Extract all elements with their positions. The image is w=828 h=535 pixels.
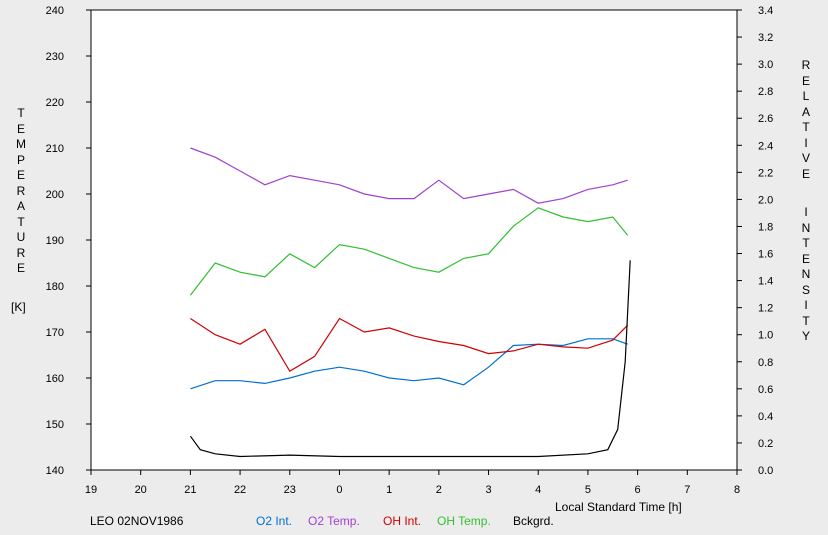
series-line-oh-temp [189, 207, 629, 296]
x-tick-label: 8 [734, 484, 740, 496]
y-right-tick-label: 0.8 [758, 357, 773, 369]
y-left-tick-label: 180 [46, 281, 64, 293]
y-left-tick-label: 190 [46, 235, 64, 247]
series-line-oh-int [190, 317, 629, 373]
y-right-tick-label: 1.8 [758, 221, 773, 233]
y-right-tick-label: 2.0 [758, 194, 773, 206]
x-tick-label: 20 [135, 484, 147, 496]
x-tick-label: 3 [485, 484, 491, 496]
x-tick-label: 0 [336, 484, 342, 496]
series-line-bckgrd [189, 260, 631, 458]
y-right-tick-label: 0.2 [758, 438, 773, 450]
y-left-tick-label: 150 [46, 419, 64, 431]
x-tick-label: 23 [284, 484, 296, 496]
y-left-tick-label: 170 [46, 327, 64, 339]
y-right-tick-label: 1.2 [758, 303, 773, 315]
series-layer [189, 147, 631, 458]
x-tick-label: 21 [184, 484, 196, 496]
legend-oh-int: OH Int. [383, 514, 422, 528]
y-left-tick-label: 160 [46, 373, 64, 385]
x-tick-label: 1 [386, 484, 392, 496]
footer-text: LEO 02NOV1986 [90, 514, 184, 528]
y-right-tick-label: 0.6 [758, 384, 773, 396]
y-right-tick-label: 1.0 [758, 330, 773, 342]
y-right-tick-label: 2.6 [758, 113, 773, 125]
y-right-tick-label: 3.0 [758, 59, 773, 71]
legend-o2-int: O2 Int. [256, 514, 293, 528]
x-tick-label: 7 [684, 484, 690, 496]
y-right-tick-label: 1.4 [758, 276, 773, 288]
legend-oh-temp: OH Temp. [437, 514, 491, 528]
y-left-tick-label: 200 [46, 189, 64, 201]
x-tick-label: 4 [535, 484, 541, 496]
plot-area [90, 9, 738, 471]
x-tick-label: 5 [585, 484, 591, 496]
y-left-tick-label: 220 [46, 97, 64, 109]
y-right-tick-label: 2.2 [758, 167, 773, 179]
y-left-tick-label: 230 [46, 51, 64, 63]
y-left-unit: [K] [11, 300, 26, 314]
tick-layer: 19 20 21 22 23 0 1 2 3 4 5 6 7 8140150160170180190200… [46, 5, 774, 496]
x-tick-label: 6 [635, 484, 641, 496]
legend-bckgrd: Bckgrd. [513, 514, 554, 528]
plot-frame [90, 9, 738, 471]
y-right-tick-label: 1.6 [758, 249, 773, 261]
x-tick-label: 2 [436, 484, 442, 496]
y-left-tick-label: 240 [46, 5, 64, 17]
y-right-tick-label: 0.0 [758, 465, 773, 477]
x-tick-label: 19 [85, 484, 97, 496]
y-right-tick-label: 0.4 [758, 411, 773, 423]
legend-o2-temp: O2 Temp. [308, 514, 360, 528]
x-tick-label: 22 [234, 484, 246, 496]
y-right-tick-label: 3.2 [758, 32, 773, 44]
y-left-tick-label: 140 [46, 465, 64, 477]
series-line-o2-int [190, 338, 628, 390]
y-right-tick-label: 3.4 [758, 5, 773, 17]
y-right-tick-label: 2.4 [758, 140, 773, 152]
x-axis-label: Local Standard Time [h] [555, 500, 682, 514]
series-line-o2-temp [190, 147, 628, 204]
y-right-tick-label: 2.8 [758, 86, 773, 98]
y-left-tick-label: 210 [46, 143, 64, 155]
